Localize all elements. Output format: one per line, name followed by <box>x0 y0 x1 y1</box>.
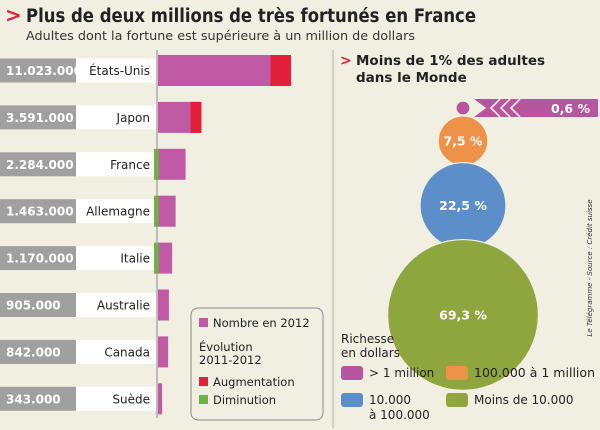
category-box-australie <box>76 293 156 317</box>
value-box-australie <box>0 293 76 317</box>
bubble-chart: 7,5 % 22,5 % 69,3 % <box>387 100 540 391</box>
category-box-etats-unis <box>76 58 156 83</box>
bar-australie <box>158 289 169 321</box>
value-box-canada <box>0 339 76 364</box>
pointer-arrow: 0,6 % <box>474 98 598 118</box>
bubble-chart-title-line2: dans le Monde <box>356 70 467 86</box>
bubble-legend-swatch-4 <box>446 393 468 407</box>
bar-decrease-allemagne <box>154 195 159 227</box>
bar-suede <box>158 383 163 415</box>
bubble-legend-swatch-1 <box>341 366 363 380</box>
bubble-legend-swatch-3 <box>341 393 363 407</box>
legend-label-nombre: Nombre en 2012 <box>213 316 310 330</box>
bubble-chart-title-line1: Moins de 1% des adultes <box>356 53 545 69</box>
category-label-japon: Japon <box>116 111 150 125</box>
bubble-legend-title-line2: en dollars <box>341 346 400 360</box>
pointer-value-label: 0,6 % <box>551 101 590 116</box>
category-label-australie: Australie <box>97 299 150 313</box>
value-box-france <box>0 152 76 177</box>
category-label-suede: Suède <box>112 392 150 406</box>
value-label-suede: 343.000 <box>6 392 61 406</box>
bubble-moins-10k <box>387 238 540 391</box>
bubble-legend-label-3: 10.000 <box>369 393 411 407</box>
category-label-allemagne: Allemagne <box>86 205 150 219</box>
bar-france <box>158 148 186 180</box>
bubble-legend: Richesse en dollars > 1 million 100.000 … <box>341 332 595 422</box>
bar-legend: Nombre en 2012 Évolution 2011-2012 Augme… <box>190 307 324 421</box>
bar-canada <box>158 336 169 368</box>
category-label-france: France <box>110 158 150 172</box>
bar-decrease-italie <box>154 242 159 274</box>
bar-legend-frame <box>190 307 324 421</box>
bubble-legend-label-2: 100.000 à 1 million <box>474 366 595 380</box>
bar-italie <box>158 242 173 274</box>
bubble-legend-title-line1: Richesse <box>341 332 394 346</box>
value-label-italie: 1.170.000 <box>6 252 74 266</box>
bubble-value-label-100k-1-million: 7,5 % <box>443 133 482 148</box>
legend-label-diminution: Diminution <box>213 393 276 407</box>
category-label-etats-unis: États-Unis <box>89 63 150 78</box>
value-label-france: 2.284.000 <box>6 158 74 172</box>
category-label-canada: Canada <box>104 345 150 359</box>
category-box-canada <box>76 339 156 364</box>
value-label-canada: 842.000 <box>6 345 61 359</box>
source-credit: Le Télégramme - Source : Crédit suisse <box>586 200 594 337</box>
bubble-value-label-10k-100k: 22,5 % <box>439 198 487 213</box>
category-box-france <box>76 152 156 177</box>
bubble-legend-swatch-2 <box>446 366 468 380</box>
value-box-italie <box>0 246 76 271</box>
bar-increase-etats-unis <box>270 55 291 86</box>
legend-label-augmentation: Augmentation <box>213 375 295 389</box>
title-arrow-icon: > <box>5 3 22 27</box>
category-box-suede <box>76 386 156 411</box>
page-subtitle: Adultes dont la fortune est supérieure à… <box>26 28 415 43</box>
bar-allemagne <box>158 195 176 227</box>
legend-title-period: 2011-2012 <box>199 353 262 367</box>
bar-decrease-france <box>154 148 159 180</box>
bubble-legend-label-4: Moins de 10.000 <box>474 393 574 407</box>
bar-rows: 11.023.000 États-Unis 3.591.000 Japon 2.284.… <box>0 55 291 415</box>
bar-increase-japon <box>190 101 202 133</box>
value-label-allemagne: 1.463.000 <box>6 205 74 219</box>
bar-chart: 11.023.000 États-Unis 3.591.000 Japon 2.284.… <box>0 50 291 418</box>
value-label-japon: 3.591.000 <box>6 111 74 125</box>
legend-swatch-diminution <box>199 395 208 404</box>
bubble-legend-label-3b: à 100.000 <box>369 408 430 422</box>
legend-title-evolution: Évolution <box>199 339 253 354</box>
value-label-australie: 905.000 <box>6 299 61 313</box>
value-label-etats-unis: 11.023.000 <box>6 64 82 78</box>
chevron-icon <box>489 98 501 118</box>
legend-swatch-augmentation <box>199 377 208 386</box>
category-box-italie <box>76 246 156 271</box>
chevron-icon <box>509 98 521 118</box>
bubble-title-arrow-icon: > <box>340 53 352 69</box>
chevron-icon <box>499 98 511 118</box>
value-box-japon <box>0 105 76 130</box>
value-box-suede <box>0 386 76 411</box>
bubble-plus-1-million <box>455 100 471 116</box>
category-box-japon <box>76 105 156 130</box>
category-label-italie: Italie <box>120 252 150 266</box>
page-title: Plus de deux millions de très fortunés e… <box>26 6 476 27</box>
category-box-allemagne <box>76 199 156 224</box>
value-box-etats-unis <box>0 58 76 83</box>
bubble-legend-label-1: > 1 million <box>369 366 434 380</box>
legend-swatch-nombre <box>199 318 208 327</box>
bubble-value-label-moins-10k: 69,3 % <box>439 307 487 322</box>
bar-etats-unis <box>158 55 291 86</box>
value-box-allemagne <box>0 199 76 224</box>
